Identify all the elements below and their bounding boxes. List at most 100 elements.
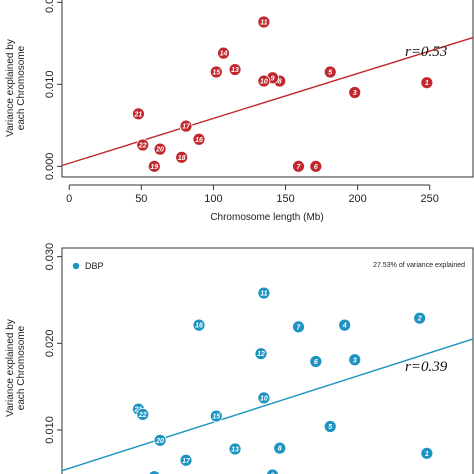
top-point-chr-7: 7 (292, 159, 305, 173)
top-point-label: 15 (212, 70, 220, 77)
bottom-point-chr-11: 11 (257, 286, 271, 300)
bottom-regression-line (61, 338, 474, 472)
bottom-point-chr-1: 1 (420, 446, 434, 460)
top-plot-frame (61, 0, 474, 178)
top-point-chr-19: 19 (147, 159, 161, 173)
top-point-chr-18: 18 (175, 150, 189, 164)
bottom-point-marker (273, 441, 287, 455)
top-point-label: 7 (297, 164, 302, 171)
top-point-marker (257, 74, 271, 88)
top-point-label: 3 (353, 90, 357, 97)
top-point-label: 20 (155, 147, 164, 154)
top-point-label: 22 (138, 143, 147, 150)
bottom-point-chr-8: 8 (273, 441, 287, 455)
bottom-y-tick-label: 0.030 (44, 243, 56, 271)
top-point-label: 13 (231, 67, 239, 74)
bottom-point-label: 17 (182, 458, 191, 465)
top-x-tick-label: 50 (135, 193, 147, 205)
top-x-axis-label: Chromosome length (Mb) (210, 212, 323, 223)
top-point-label: 1 (425, 80, 429, 87)
bottom-point-label: 22 (138, 412, 147, 419)
bottom-point-marker (420, 446, 434, 460)
bottom-y-tick-label: 0.020 (44, 330, 56, 358)
top-panel: 0.000 0.010 0.02 0 50 100 150 200 250 Variance … (5, 0, 474, 223)
top-x-tick-label: 200 (348, 193, 366, 205)
top-point-marker (192, 132, 206, 146)
bottom-plot-frame (61, 247, 474, 474)
bottom-point-label: 1 (425, 451, 429, 458)
bottom-point-marker (292, 320, 305, 334)
bottom-point-chr-4: 4 (338, 318, 352, 332)
bottom-point-label: 13 (231, 447, 239, 454)
bottom-point-chr-7: 7 (292, 320, 305, 334)
bottom-point-marker (228, 442, 242, 456)
top-point-marker (348, 86, 362, 99)
bottom-point-label: 11 (260, 291, 267, 298)
top-y-axis-label-line2: each Chromosome (16, 45, 27, 130)
bottom-point-label: 9 (271, 473, 275, 474)
top-point-chr-11: 11 (257, 15, 271, 29)
top-point-chr-10: 10 (257, 74, 271, 88)
top-point-label: 21 (134, 111, 143, 118)
bottom-point-marker (209, 409, 223, 423)
bottom-point-chr-10: 10 (257, 391, 271, 405)
bottom-point-label: 2 (417, 316, 422, 323)
top-point-marker (175, 150, 189, 164)
bottom-point-label: 3 (353, 357, 357, 364)
top-y-tick-label: 0.010 (44, 71, 56, 99)
bottom-point-chr-9: 9 (266, 468, 279, 474)
bottom-legend-marker (72, 262, 80, 270)
bottom-point-chr-5: 5 (323, 420, 337, 433)
bottom-point-marker (148, 470, 161, 474)
top-point-marker (153, 142, 167, 156)
bottom-point-label: 4 (342, 323, 347, 330)
top-point-marker (217, 46, 230, 60)
bottom-point-chr-15: 15 (209, 409, 223, 423)
bottom-y-axis-label-line1: Variance explained by (5, 319, 16, 417)
bottom-point-label: 16 (195, 323, 203, 330)
top-point-label: 6 (314, 164, 318, 171)
bottom-point-chr-13: 13 (228, 442, 242, 456)
top-point-chr-15: 15 (209, 65, 223, 79)
bottom-point-marker (266, 468, 279, 474)
top-point-label: 11 (260, 19, 267, 26)
bottom-correlation-label: r=0.39 (405, 359, 448, 375)
top-point-chr-1: 1 (420, 76, 434, 90)
top-x-tick-label: 0 (66, 193, 72, 205)
top-point-label: 10 (260, 79, 268, 86)
bottom-point-marker (257, 286, 271, 300)
top-point-chr-6: 6 (309, 159, 323, 173)
bottom-point-label: 6 (314, 359, 318, 366)
top-point-marker (136, 138, 150, 152)
bottom-point-marker (179, 453, 193, 467)
bottom-point-chr-3: 3 (348, 353, 362, 367)
top-regression-line (61, 36, 474, 167)
bottom-point-label: 8 (278, 446, 282, 453)
top-point-label: 16 (195, 137, 203, 144)
top-y-tick-label: 0.000 (44, 153, 56, 181)
bottom-point-marker (338, 318, 352, 332)
bottom-point-chr-6: 6 (309, 355, 323, 368)
top-point-marker (132, 107, 145, 121)
bottom-point-marker (348, 353, 362, 367)
bottom-point-label: 10 (260, 395, 268, 402)
top-point-marker (292, 159, 305, 173)
bottom-point-chr-17: 17 (179, 453, 193, 467)
bottom-point-chr-20: 20 (153, 433, 167, 447)
top-point-marker (309, 159, 323, 173)
bottom-point-chr-12: 12 (254, 347, 268, 361)
top-point-chr-14: 14 (217, 46, 230, 60)
top-point-chr-21: 21 (132, 107, 145, 121)
top-point-label: 5 (328, 70, 332, 77)
bottom-point-marker (254, 347, 268, 361)
bottom-point-label: 20 (155, 438, 164, 445)
bottom-point-marker (136, 407, 150, 421)
top-point-chr-20: 20 (153, 142, 167, 156)
top-point-label: 17 (182, 124, 191, 131)
top-correlation-label: r=0.53 (405, 44, 447, 60)
top-point-marker (228, 63, 242, 76)
bottom-point-marker (413, 311, 427, 325)
bottom-point-marker (153, 433, 167, 447)
bottom-point-label: 15 (212, 414, 220, 421)
